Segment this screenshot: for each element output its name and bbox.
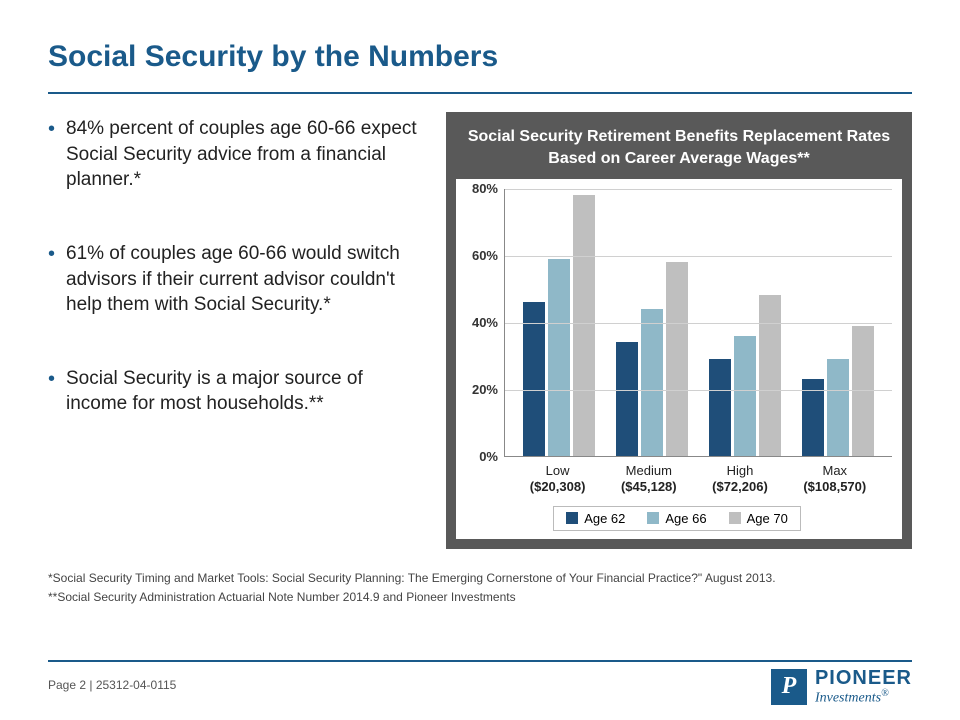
legend-swatch-icon — [566, 512, 578, 524]
plot-wrap: 80%60%40%20%0% — [462, 189, 892, 457]
gridline — [505, 189, 892, 190]
y-axis: 80%60%40%20%0% — [462, 189, 504, 457]
x-tick-label: Medium($45,128) — [621, 463, 677, 496]
bar — [827, 359, 849, 456]
slide-title: Social Security by the Numbers — [48, 40, 912, 74]
legend-swatch-icon — [729, 512, 741, 524]
bar-group — [523, 195, 595, 456]
bar — [548, 259, 570, 457]
logo-sub: Investments® — [815, 689, 912, 706]
x-tick-label: High($72,206) — [712, 463, 768, 496]
chart-panel: Social Security Retirement Benefits Repl… — [446, 112, 912, 549]
plot-area — [504, 189, 892, 457]
bar — [666, 262, 688, 456]
x-tick-label: Max($108,570) — [803, 463, 866, 496]
chart-title: Social Security Retirement Benefits Repl… — [456, 122, 902, 179]
gridline — [505, 390, 892, 391]
legend-item: Age 66 — [647, 511, 706, 526]
footnote: *Social Security Timing and Market Tools… — [48, 569, 912, 588]
gridline — [505, 323, 892, 324]
bar-group — [616, 262, 688, 456]
logo-name-text: PIONEER — [815, 667, 912, 689]
chart-column: Social Security Retirement Benefits Repl… — [446, 112, 912, 549]
logo-sub-text: Investments — [815, 690, 881, 705]
bar — [709, 359, 731, 456]
bar-group — [709, 295, 781, 456]
legend-item: Age 62 — [566, 511, 625, 526]
chart-inner: 80%60%40%20%0% Low($20,308) Medium($45,12… — [456, 179, 902, 539]
x-value: ($72,206) — [712, 479, 768, 495]
bullets-column: 84% percent of couples age 60-66 expect … — [48, 112, 428, 549]
logo-name: PIONEER — [815, 668, 912, 689]
x-value: ($108,570) — [803, 479, 866, 495]
bar — [573, 195, 595, 456]
legend-swatch-icon — [647, 512, 659, 524]
logo-text: PIONEER Investments® — [815, 668, 912, 706]
legend: Age 62 Age 66 Age 70 — [553, 506, 801, 531]
footnotes: *Social Security Timing and Market Tools… — [48, 569, 912, 607]
slide: Social Security by the Numbers 84% perce… — [0, 0, 960, 607]
x-category: Low — [530, 463, 586, 479]
bullet-item: 61% of couples age 60-66 would switch ad… — [48, 241, 428, 318]
bullet-list: 84% percent of couples age 60-66 expect … — [48, 116, 428, 417]
bullet-item: 84% percent of couples age 60-66 expect … — [48, 116, 428, 193]
logo-mark-icon — [771, 669, 807, 705]
bullet-item: Social Security is a major source of inc… — [48, 366, 428, 417]
bar — [641, 309, 663, 456]
x-tick-label: Low($20,308) — [530, 463, 586, 496]
legend-item: Age 70 — [729, 511, 788, 526]
footnote: **Social Security Administration Actuari… — [48, 588, 912, 607]
x-category: High — [712, 463, 768, 479]
bar — [616, 342, 638, 456]
x-value: ($45,128) — [621, 479, 677, 495]
footer-rule — [48, 660, 912, 662]
brand-logo: PIONEER Investments® — [771, 668, 912, 706]
x-labels: Low($20,308) Medium($45,128) High($72,206)… — [504, 457, 892, 496]
x-value: ($20,308) — [530, 479, 586, 495]
legend-label: Age 62 — [584, 511, 625, 526]
bar — [523, 302, 545, 456]
legend-label: Age 70 — [747, 511, 788, 526]
title-rule — [48, 92, 912, 94]
gridline — [505, 256, 892, 257]
bar — [759, 295, 781, 456]
page-info: Page 2 | 25312-04-0115 — [48, 678, 176, 692]
logo-reg: ® — [881, 688, 889, 699]
x-axis: Low($20,308) Medium($45,128) High($72,206)… — [504, 457, 892, 496]
bar — [734, 336, 756, 457]
content-row: 84% percent of couples age 60-66 expect … — [48, 112, 912, 549]
x-category: Max — [803, 463, 866, 479]
x-category: Medium — [621, 463, 677, 479]
legend-label: Age 66 — [665, 511, 706, 526]
